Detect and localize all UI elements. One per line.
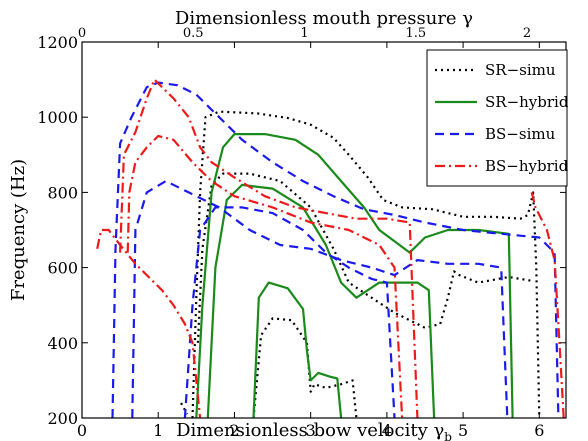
- legend: SR−simu SR−hybrid BS−simu BS−hybrid: [426, 49, 569, 187]
- y-axis-title: Frequency (Hz): [8, 159, 29, 301]
- series-line-4-segment-2: [119, 78, 419, 418]
- series-line-2-segment-3: [252, 281, 343, 418]
- x-tick-label: 6: [534, 421, 544, 440]
- y-tick-label: 1000: [37, 108, 78, 127]
- series-line-3-segment-3: [183, 206, 396, 418]
- series-line-1-segment-3: [196, 172, 532, 343]
- legend-label: SR−simu: [485, 61, 556, 79]
- y-tick-label: 600: [47, 259, 78, 278]
- x-tick-label: 1: [153, 421, 163, 440]
- x-tick-label: 2: [229, 421, 239, 440]
- legend-label: BS−hybrid: [485, 157, 569, 175]
- x-tick-label: 0: [77, 421, 87, 440]
- legend-box: [426, 49, 568, 187]
- legend-label: SR−hybrid: [485, 93, 569, 111]
- plot-frame: [81, 41, 567, 419]
- series-layer: [96, 78, 565, 418]
- x-axis-title-subscript: b: [444, 430, 452, 441]
- series-line-2-segment-2: [206, 183, 436, 418]
- y-tick-label: 1200: [37, 33, 78, 52]
- top-axis-tick-label: 2: [523, 26, 531, 41]
- series-line-3-segment-1: [111, 81, 560, 418]
- x-axis-title-main: Dimensionless bow velocity γ: [176, 420, 444, 441]
- y-tick-label: 200: [47, 409, 78, 428]
- series-line-1-segment-2: [191, 110, 541, 418]
- y-axis: 200 400 600 800 1000 1200: [37, 33, 566, 428]
- top-axis: 0 0.5 1 1.5 2: [78, 26, 531, 41]
- y-tick-label: 400: [47, 334, 78, 353]
- x-axis: 0 1 2 3 4 5 6: [77, 42, 544, 440]
- series-line-1-segment-1: [180, 402, 189, 415]
- top-axis-tick-label: 0: [78, 26, 86, 41]
- x-tick-label: 4: [382, 421, 392, 440]
- series-line-4-segment-3: [126, 134, 404, 418]
- series-line-3-segment-2: [131, 180, 509, 418]
- top-axis-tick-label: 1: [300, 26, 308, 41]
- y-tick-label: 800: [47, 183, 78, 202]
- x-tick-label: 3: [306, 421, 316, 440]
- x-axis-title: Dimensionless bow velocity γb: [176, 420, 452, 441]
- top-axis-tick-label: 1.5: [405, 26, 426, 41]
- series-line-4-segment-1: [96, 228, 202, 418]
- top-axis-tick-label: 0.5: [183, 26, 204, 41]
- legend-label: BS−simu: [485, 125, 556, 143]
- series-line-2-segment-1: [195, 133, 514, 418]
- x-tick-label: 5: [458, 421, 468, 440]
- top-axis-title: Dimensionless mouth pressure γ: [175, 8, 473, 29]
- series-line-1-segment-4: [252, 317, 358, 418]
